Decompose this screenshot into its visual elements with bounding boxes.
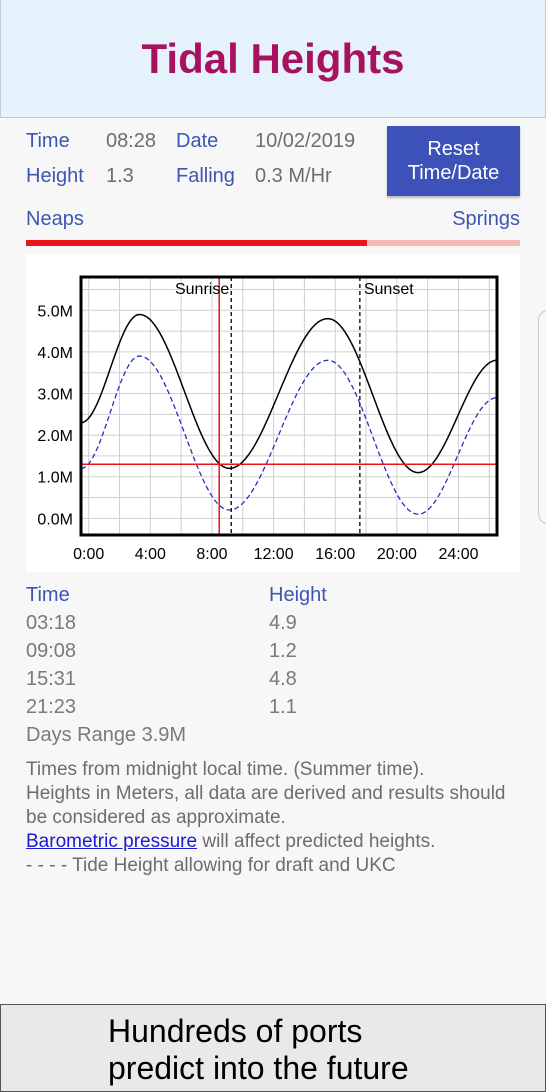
x-tick-label: 4:00 [135, 546, 166, 563]
note-line-3: will affect predicted heights. [197, 831, 436, 852]
reset-time-date-button[interactable]: Reset Time/Date [387, 126, 520, 196]
table-time-cell: 15:31 [26, 668, 77, 690]
tide-chart-svg: 0.0M 1.0M 2.0M 3.0M 4.0M 5.0M 0:00 4:00 8:00 12:0… [37, 275, 499, 563]
date-label: Date [176, 130, 219, 152]
x-tick-label: 24:00 [438, 546, 478, 563]
reset-button-label-1: Reset [427, 138, 480, 160]
y-tick-label: 2.0M [37, 428, 73, 445]
date-value: 10/02/2019 [255, 130, 356, 152]
height-label: Height [26, 165, 84, 187]
table-time-cell: 03:18 [26, 612, 77, 634]
note-line-1: Times from midnight local time. (Summer … [26, 759, 425, 780]
tide-series-line [80, 313, 498, 474]
promo-line-2: predict into the future [108, 1050, 409, 1086]
neaps-springs-bar [26, 240, 520, 246]
table-height-cell: 1.2 [269, 640, 297, 662]
time-value: 08:28 [106, 130, 157, 152]
springs-label: Springs [452, 208, 520, 230]
y-tick-label: 4.0M [37, 345, 73, 362]
side-drawer-handle[interactable] [538, 310, 546, 524]
note-line-2: Heights in Meters, all data are derived … [26, 783, 506, 828]
height-value: 1.3 [106, 165, 134, 187]
y-tick-label: 3.0M [37, 387, 73, 404]
table-height-cell: 1.1 [269, 696, 297, 718]
table-time-cell: 21:23 [26, 696, 77, 718]
table-height-header: Height [269, 584, 327, 606]
x-tick-label: 20:00 [377, 546, 417, 563]
page-title: Tidal Heights [141, 35, 405, 82]
promo-banner: Hundreds of ports predict into the future [0, 1004, 546, 1092]
time-label: Time [26, 130, 70, 152]
y-tick-label: 1.0M [37, 470, 73, 487]
table-time-cell: 09:08 [26, 640, 77, 662]
table-height-cell: 4.9 [269, 612, 297, 634]
table-height-cell: 4.8 [269, 668, 297, 690]
promo-line-1: Hundreds of ports [108, 1013, 363, 1049]
app-header: Tidal Heights [0, 0, 546, 118]
x-tick-label: 8:00 [196, 546, 227, 563]
note-line-4: - - - - Tide Height allowing for draft a… [26, 855, 396, 876]
annotation-label: Sunset [364, 281, 414, 298]
annotation-label: Sunrise [175, 281, 229, 298]
x-tick-label: 12:00 [254, 546, 294, 563]
y-tick-label: 0.0M [37, 511, 73, 528]
y-tick-label: 5.0M [37, 303, 73, 320]
plot-frame [79, 275, 499, 537]
tide-chart: 0.0M 1.0M 2.0M 3.0M 4.0M 5.0M 0:00 4:00 8:00 12:0… [26, 254, 520, 572]
table-time-header: Time [26, 584, 70, 606]
reset-button-label-2: Time/Date [407, 162, 500, 184]
draft-tide-series-line [80, 355, 498, 515]
notes-block: Times from midnight local time. (Summer … [26, 758, 516, 878]
neaps-springs-level [26, 240, 367, 246]
x-tick-label: 0:00 [73, 546, 104, 563]
neaps-label: Neaps [26, 208, 84, 230]
barometric-pressure-link[interactable]: Barometric pressure [26, 831, 198, 852]
days-range: Days Range 3.9M [26, 724, 187, 746]
x-tick-label: 16:00 [315, 546, 355, 563]
trend-value: 0.3 M/Hr [255, 165, 332, 187]
trend-label: Falling [176, 165, 235, 187]
